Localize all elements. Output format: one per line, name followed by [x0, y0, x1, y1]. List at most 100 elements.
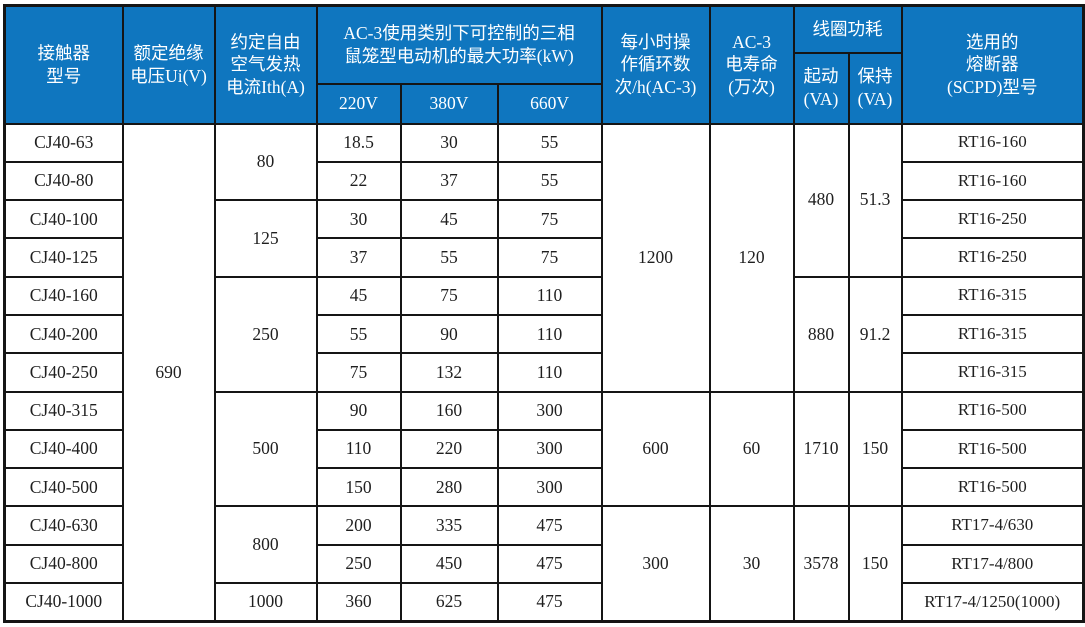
- table-row: CJ40-80 22 37 55 RT16-160: [3, 160, 1085, 202]
- fuse-cell: RT17-4/1250(1000): [900, 582, 1085, 623]
- header-coil-power-group: 线圈功耗: [792, 4, 903, 54]
- header-coil-hold: 保持 (VA): [847, 51, 903, 125]
- header-coil-start: 起动 (VA): [792, 51, 850, 125]
- model-cell: CJ40-1000: [3, 582, 124, 623]
- header-660v: 660V: [496, 82, 603, 125]
- p660-cell: 110: [496, 275, 603, 316]
- p380-cell: 55: [399, 237, 499, 278]
- life-cell: 60: [708, 390, 795, 508]
- p660-cell: 110: [496, 352, 603, 393]
- p380-cell: 450: [399, 543, 499, 585]
- fuse-cell: RT16-500: [900, 467, 1085, 508]
- p220-cell: 250: [315, 543, 402, 585]
- table-row: CJ40-250 75 132 110 RT16-315: [3, 352, 1085, 393]
- model-cell: CJ40-125: [3, 237, 124, 278]
- p660-cell: 300: [496, 390, 603, 431]
- p660-cell: 55: [496, 122, 603, 163]
- fuse-cell: RT16-160: [900, 122, 1085, 163]
- ith-cell: 1000: [213, 582, 318, 623]
- header-ac3-life: AC-3 电寿命 (万次): [708, 4, 795, 125]
- p660-cell: 475: [496, 505, 603, 546]
- p220-cell: 55: [315, 313, 402, 355]
- coil-start-cell: 1710: [792, 390, 850, 508]
- p660-cell: 300: [496, 467, 603, 508]
- p380-cell: 37: [399, 160, 499, 202]
- model-cell: CJ40-63: [3, 122, 124, 163]
- coil-start-cell: 3578: [792, 505, 850, 623]
- header-insulation-voltage: 额定绝缘 电压Ui(V): [121, 4, 216, 125]
- p220-cell: 150: [315, 467, 402, 508]
- p220-cell: 200: [315, 505, 402, 546]
- model-cell: CJ40-160: [3, 275, 124, 316]
- life-cell: 30: [708, 505, 795, 623]
- p220-cell: 45: [315, 275, 402, 316]
- table-row: CJ40-125 37 55 75 RT16-250: [3, 237, 1085, 278]
- table-row: CJ40-400 110 220 300 RT16-500: [3, 428, 1085, 470]
- table-row: CJ40-63 690 80 18.5 30 55 1200 120 480 5…: [3, 122, 1085, 623]
- table-body: CJ40-63 690 80 18.5 30 55 1200 120 480 5…: [3, 122, 1085, 623]
- p380-cell: 90: [399, 313, 499, 355]
- ith-cell: 250: [213, 275, 318, 393]
- fuse-cell: RT16-160: [900, 160, 1085, 202]
- coil-hold-cell: 91.2: [847, 275, 903, 393]
- fuse-cell: RT16-500: [900, 428, 1085, 470]
- p220-cell: 22: [315, 160, 402, 202]
- p220-cell: 360: [315, 582, 402, 623]
- fuse-cell: RT16-315: [900, 352, 1085, 393]
- header-220v: 220V: [315, 82, 402, 125]
- p220-cell: 37: [315, 237, 402, 278]
- p660-cell: 475: [496, 543, 603, 585]
- header-model: 接触器 型号: [3, 4, 124, 125]
- fuse-cell: RT16-315: [900, 313, 1085, 355]
- table-row: CJ40-630 800 200 335 475 300 30 3578 150…: [3, 505, 1085, 623]
- p220-cell: 110: [315, 428, 402, 470]
- p380-cell: 30: [399, 122, 499, 163]
- table-row: CJ40-200 55 90 110 RT16-315: [3, 313, 1085, 355]
- table-row: CJ40-100 125 30 45 75 RT16-250: [3, 199, 1085, 278]
- table-row: CJ40-800 250 450 475 RT17-4/800: [3, 543, 1085, 585]
- header-ops-cycles: 每小时操 作循环数 次/h(AC-3): [600, 4, 711, 125]
- model-cell: CJ40-100: [3, 199, 124, 240]
- table-row: CJ40-1000 1000 360 625 475 RT17-4/1250(1…: [3, 582, 1085, 623]
- p660-cell: 300: [496, 428, 603, 470]
- contactor-spec-table: 接触器 型号 额定绝缘 电压Ui(V) 约定自由 空气发热 电流Ith(A) A…: [3, 4, 1085, 623]
- ith-cell: 80: [213, 122, 318, 202]
- fuse-cell: RT16-250: [900, 199, 1085, 240]
- ith-cell: 800: [213, 505, 318, 585]
- p380-cell: 220: [399, 428, 499, 470]
- p220-cell: 30: [315, 199, 402, 240]
- coil-start-cell: 880: [792, 275, 850, 393]
- p380-cell: 160: [399, 390, 499, 431]
- life-cell: 120: [708, 122, 795, 393]
- table-header: 接触器 型号 额定绝缘 电压Ui(V) 约定自由 空气发热 电流Ith(A) A…: [3, 4, 1085, 125]
- p220-cell: 18.5: [315, 122, 402, 163]
- p660-cell: 110: [496, 313, 603, 355]
- ui-cell: 690: [121, 122, 216, 623]
- model-cell: CJ40-800: [3, 543, 124, 585]
- p380-cell: 625: [399, 582, 499, 623]
- model-cell: CJ40-400: [3, 428, 124, 470]
- p220-cell: 90: [315, 390, 402, 431]
- p660-cell: 75: [496, 237, 603, 278]
- fuse-cell: RT17-4/800: [900, 543, 1085, 585]
- p380-cell: 132: [399, 352, 499, 393]
- table-row: CJ40-500 150 280 300 RT16-500: [3, 467, 1085, 508]
- header-power-group: AC-3使用类别下可控制的三相 鼠笼型电动机的最大功率(kW): [315, 4, 603, 85]
- fuse-cell: RT16-315: [900, 275, 1085, 316]
- fuse-cell: RT16-500: [900, 390, 1085, 431]
- coil-hold-cell: 51.3: [847, 122, 903, 278]
- p380-cell: 280: [399, 467, 499, 508]
- p380-cell: 45: [399, 199, 499, 240]
- ops-cell: 1200: [600, 122, 711, 393]
- p380-cell: 335: [399, 505, 499, 546]
- table-row: CJ40-160 250 45 75 110 880 91.2 RT16-315: [3, 275, 1085, 393]
- coil-hold-cell: 150: [847, 505, 903, 623]
- ops-cell: 600: [600, 390, 711, 508]
- header-thermal-current: 约定自由 空气发热 电流Ith(A): [213, 4, 318, 125]
- p220-cell: 75: [315, 352, 402, 393]
- coil-start-cell: 480: [792, 122, 850, 278]
- fuse-cell: RT16-250: [900, 237, 1085, 278]
- p660-cell: 55: [496, 160, 603, 202]
- model-cell: CJ40-630: [3, 505, 124, 546]
